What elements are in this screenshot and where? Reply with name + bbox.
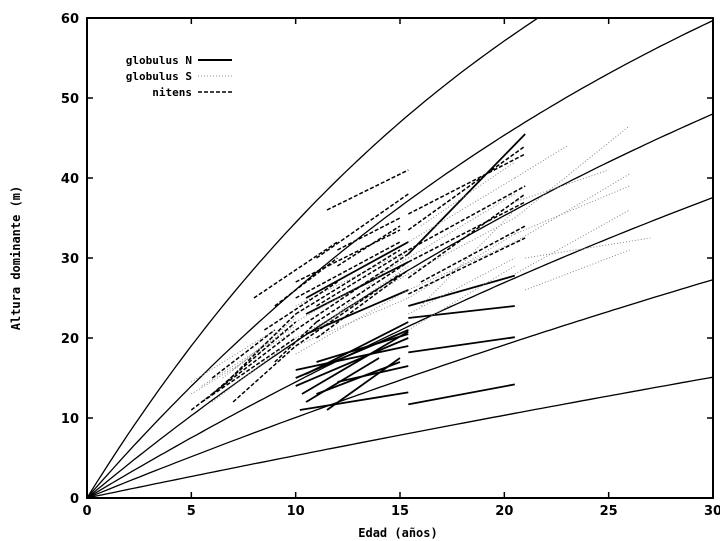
site-index-curve-1 (86, 17, 539, 499)
x-tick-label: 5 (187, 504, 196, 519)
x-tick-label: 25 (600, 504, 618, 519)
series-nitens-segment (211, 321, 297, 395)
series-globulus-s-segment (514, 185, 630, 235)
series-nitens-segment (232, 345, 297, 403)
series-nitens-segment (295, 273, 401, 347)
series-globulus-s-segment (525, 237, 651, 259)
series-globulus-s-segment (295, 273, 409, 339)
series-globulus-n-segment (316, 333, 409, 363)
series-globulus-s-segment (408, 177, 516, 243)
series-globulus-n-segment (407, 133, 526, 255)
series-globulus-s-segment (295, 297, 409, 347)
site-index-curve-5 (86, 279, 714, 499)
series-globulus-s-segment (514, 209, 630, 275)
y-axis-label: Altura dominante (m) (9, 186, 23, 331)
series-globulus-n-segment (337, 365, 409, 383)
series-globulus-s-segment (408, 265, 516, 331)
y-tick-label: 40 (61, 172, 79, 187)
series-globulus-s-segment (514, 145, 568, 179)
series-globulus-s-segment (514, 125, 630, 219)
series-nitens-segment (407, 153, 526, 215)
series-globulus-s-segment (316, 265, 409, 331)
x-tick-label: 30 (704, 504, 720, 519)
series-nitens-segment (420, 225, 526, 283)
y-tick-label: 60 (61, 12, 79, 27)
series-nitens-segment (326, 169, 409, 211)
series-nitens-segment (316, 193, 409, 259)
series-nitens-segment (316, 261, 409, 323)
site-index-curve-2 (86, 19, 714, 499)
series-nitens-segment (201, 337, 297, 403)
series-globulus-n-segment (305, 357, 380, 403)
series-globulus-s-segment (211, 337, 297, 403)
series-globulus-n-segment (299, 391, 409, 411)
series-globulus-s-segment (191, 329, 276, 383)
legend: globulus N globulus S nitens (126, 54, 232, 99)
series-nitens-segment (253, 241, 338, 299)
axis-ticks: 0 5 10 15 20 25 30 0 10 20 30 40 50 60 (61, 12, 720, 519)
series-nitens-segment (336, 225, 401, 267)
series-globulus-n-segment (408, 305, 515, 319)
series-globulus-s-segment (222, 321, 297, 379)
series-globulus-s-segment (408, 257, 516, 315)
series-globulus-s-segment (295, 257, 409, 323)
plot-lines (86, 17, 714, 499)
series-globulus-s-segment (191, 329, 296, 395)
series-nitens-segment (263, 281, 338, 331)
series-globulus-s-segment (337, 249, 409, 315)
site-index-curve-4 (86, 196, 714, 499)
y-tick-label: 30 (61, 252, 79, 267)
series-globulus-n-segment (301, 330, 409, 395)
legend-label-globulus-s: globulus S (126, 70, 192, 83)
series-nitens-segment (295, 253, 409, 331)
series-nitens-segment (295, 249, 401, 315)
series-nitens-segment (295, 241, 401, 299)
series-nitens-segment (274, 321, 318, 363)
series-globulus-s-segment (525, 249, 630, 291)
series-globulus-n-segment (305, 321, 409, 375)
site-index-curve-6 (86, 376, 714, 499)
series-nitens-segment (407, 237, 526, 295)
series-nitens-segment (211, 329, 276, 379)
series-globulus-s-segment (420, 209, 516, 307)
y-tick-label: 50 (61, 92, 79, 107)
series-nitens-segment (407, 201, 526, 263)
y-tick-label: 10 (61, 412, 79, 427)
series-globulus-s-segment (420, 161, 516, 227)
y-tick-label: 0 (70, 492, 79, 507)
series-globulus-s-segment (201, 325, 296, 387)
series-nitens-segment (222, 313, 297, 387)
series-globulus-n-segment (305, 241, 409, 299)
series-globulus-s-segment (408, 217, 516, 275)
series-nitens-segment (407, 185, 526, 251)
series-globulus-n-segment (295, 337, 409, 387)
legend-label-globulus-n: globulus N (126, 54, 192, 67)
series-globulus-n-segment (326, 357, 401, 411)
x-tick-label: 20 (495, 504, 513, 519)
y-tick-label: 20 (61, 332, 79, 347)
x-tick-label: 10 (287, 504, 305, 519)
series-nitens-segment (274, 257, 338, 307)
series-nitens-segment (295, 229, 401, 283)
series-globulus-s-segment (295, 289, 409, 355)
x-tick-label: 15 (391, 504, 409, 519)
series-globulus-s-segment (514, 173, 630, 243)
series-globulus-n-segment (408, 336, 515, 354)
series-nitens-segment (316, 269, 409, 339)
x-axis-label: Edad (años) (358, 526, 437, 540)
legend-label-nitens: nitens (152, 86, 192, 99)
series-globulus-n-segment (408, 274, 516, 307)
site-index-curve-3 (86, 113, 714, 499)
x-tick-label: 0 (82, 504, 91, 519)
series-globulus-n-segment (408, 383, 515, 406)
series-globulus-n-segment (295, 345, 409, 371)
